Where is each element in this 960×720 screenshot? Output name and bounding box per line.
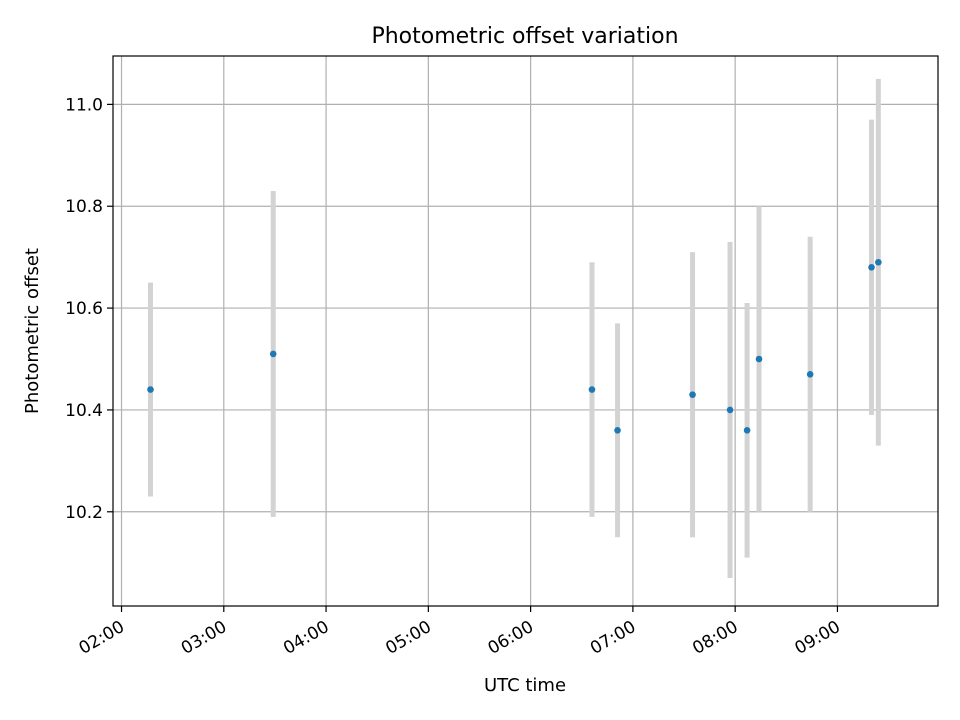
y-tick-label: 10.4 [65, 401, 103, 421]
y-tick-label: 10.6 [65, 299, 103, 319]
plot-frame [112, 55, 939, 607]
y-axis-ticks: 10.2 10.4 10.6 10.8 11.0 [65, 95, 113, 523]
data-point [806, 370, 814, 378]
data-point [743, 427, 751, 434]
data-point [868, 264, 875, 271]
data-point [755, 355, 763, 363]
x-axis-label: UTC time [484, 675, 566, 696]
y-tick-label: 10.2 [65, 503, 103, 523]
data-points [147, 258, 882, 434]
data-point [147, 386, 154, 393]
data-point [689, 391, 696, 398]
y-tick-label: 10.8 [65, 197, 103, 217]
grid [113, 56, 938, 606]
data-point [588, 386, 596, 393]
y-axis-label: Photometric offset [22, 248, 43, 414]
chart-title: Photometric offset variation [371, 24, 678, 49]
data-point [269, 350, 277, 358]
data-point [875, 258, 882, 266]
data-point [614, 427, 621, 434]
data-point [726, 406, 734, 414]
y-tick-label: 11.0 [65, 95, 103, 115]
